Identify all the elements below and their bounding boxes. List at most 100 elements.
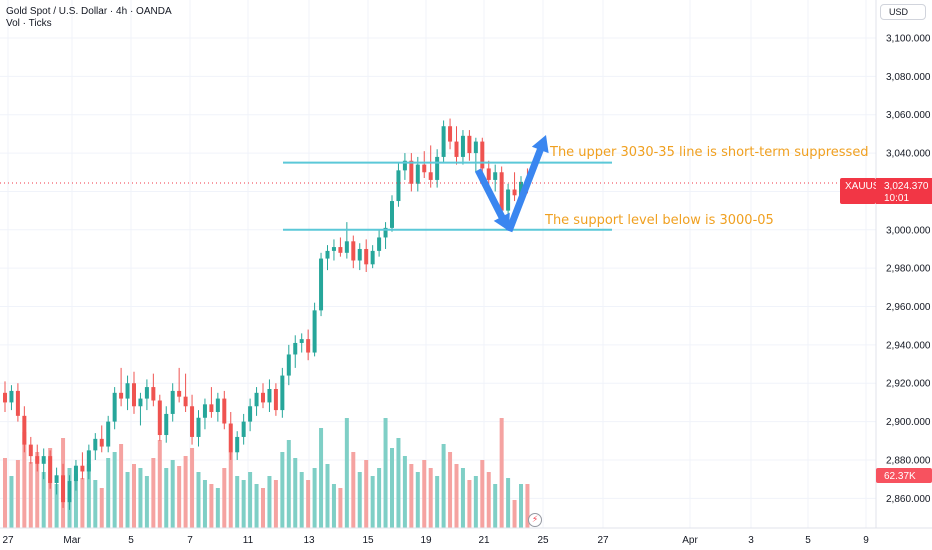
y-tick-label: 3,060.000 — [886, 110, 931, 121]
candle-body — [519, 181, 523, 196]
volume-bar — [525, 484, 530, 528]
volume-bar — [499, 418, 504, 528]
candle-body — [54, 475, 59, 483]
volume-bar — [460, 468, 465, 528]
volume-bar — [351, 452, 356, 528]
candle-body — [170, 390, 175, 414]
time-axis[interactable]: 27 Mar 5 7 11 13 15 19 21 25 27 Apr 3 5 9 — [2, 535, 869, 546]
lightning-icon[interactable]: ⚡ — [528, 513, 542, 527]
volume-bar — [119, 444, 124, 528]
x-tick-label: Apr — [682, 535, 698, 546]
volume-bar — [325, 464, 330, 528]
x-tick-label: 13 — [303, 535, 315, 546]
candle-body — [499, 172, 504, 211]
volume-indicator-label: Vol · Ticks — [6, 18, 52, 29]
candle-body — [61, 475, 66, 503]
candle-body — [93, 438, 98, 451]
candle-body — [344, 241, 349, 253]
y-tick-label: 3,100.000 — [886, 34, 931, 45]
candle-body — [80, 465, 85, 472]
x-tick-label: 27 — [2, 535, 14, 546]
y-tick-label: 2,860.000 — [886, 494, 931, 505]
price-tag-countdown: 10:01 — [884, 193, 909, 204]
candle-body — [228, 423, 233, 453]
horizontal-lines[interactable] — [0, 161, 876, 231]
volume-bar — [228, 452, 233, 528]
currency-button[interactable]: USD — [880, 4, 926, 20]
y-tick-label: 2,920.000 — [886, 379, 931, 390]
volume-bar — [125, 472, 130, 528]
upper-annotation[interactable]: The upper 3030-35 line is short-term sup… — [549, 145, 869, 160]
candle-body — [202, 404, 207, 418]
volume-bar — [286, 440, 291, 528]
candle-body — [364, 248, 369, 265]
volume-bar — [383, 418, 388, 528]
volume-bar — [338, 488, 343, 528]
y-tick-label: 2,900.000 — [886, 417, 931, 428]
candle-body — [106, 421, 111, 447]
volume-bar — [177, 466, 182, 528]
candle-body — [222, 398, 227, 424]
volume-bar — [170, 460, 175, 528]
volume-bar — [331, 484, 336, 528]
volume-bar — [138, 468, 143, 528]
candle-body — [196, 417, 201, 437]
candle-body — [151, 387, 156, 401]
candle-body — [280, 375, 285, 411]
grid — [0, 0, 876, 528]
candle-body — [261, 392, 265, 403]
candle-body — [390, 201, 394, 228]
volume-bar — [132, 464, 136, 528]
volume-bar — [306, 480, 311, 528]
x-tick-label: Mar — [63, 535, 81, 546]
y-tick-label: 3,040.000 — [886, 149, 931, 160]
volume-bar — [3, 458, 7, 528]
volume-bar — [512, 500, 517, 528]
candle-body — [293, 342, 298, 355]
y-tick-label: 3,080.000 — [886, 72, 931, 83]
candle-body — [73, 465, 78, 482]
volume-bar — [106, 458, 111, 528]
volume-bar — [441, 444, 446, 528]
volume-bar — [22, 432, 27, 528]
volume-bar — [222, 468, 227, 528]
volume-bar — [80, 478, 85, 528]
trend-arrows[interactable] — [474, 135, 549, 233]
volume-bar — [215, 488, 220, 528]
candle-body — [125, 383, 130, 399]
candle-body — [209, 404, 214, 413]
current-price-tag: XAUUSD 3,024.370 10:01 — [840, 178, 932, 204]
volume-bar — [506, 478, 511, 528]
lower-annotation[interactable]: The support level below is 3000-05 — [544, 213, 774, 228]
price-axis[interactable]: 3,100.000 3,080.000 3,060.000 3,040.000 3,02… — [886, 34, 931, 505]
candle-body — [157, 400, 162, 436]
candle-body — [312, 310, 317, 353]
candle-body — [164, 413, 169, 436]
down-arrow[interactable] — [474, 168, 510, 231]
candle-body — [428, 172, 433, 180]
volume-bar — [112, 452, 117, 528]
candle-body — [512, 189, 517, 196]
candle-body — [273, 388, 278, 411]
candle-body — [377, 237, 382, 251]
volume-bar — [261, 488, 265, 528]
volume-bar — [448, 452, 453, 528]
candle-body — [331, 247, 336, 251]
y-tick-label: 2,960.000 — [886, 302, 931, 313]
price-tag-symbol: XAUUSD — [845, 181, 887, 192]
candle-body — [138, 398, 143, 407]
y-tick-label: 2,940.000 — [886, 340, 931, 351]
candle-body — [351, 241, 356, 261]
candle-body — [409, 160, 414, 184]
candle-body — [460, 135, 465, 157]
y-tick-label: 2,880.000 — [886, 455, 931, 466]
candle-body — [454, 141, 459, 157]
volume-bar — [254, 484, 259, 528]
candle-body — [319, 258, 324, 311]
x-tick-label: 19 — [420, 535, 432, 546]
candle-body — [112, 392, 117, 422]
chart-title: Gold Spot / U.S. Dollar · 4h · OANDA — [6, 6, 172, 17]
y-tick-label: 2,980.000 — [886, 264, 931, 275]
up-arrow[interactable] — [505, 135, 549, 233]
